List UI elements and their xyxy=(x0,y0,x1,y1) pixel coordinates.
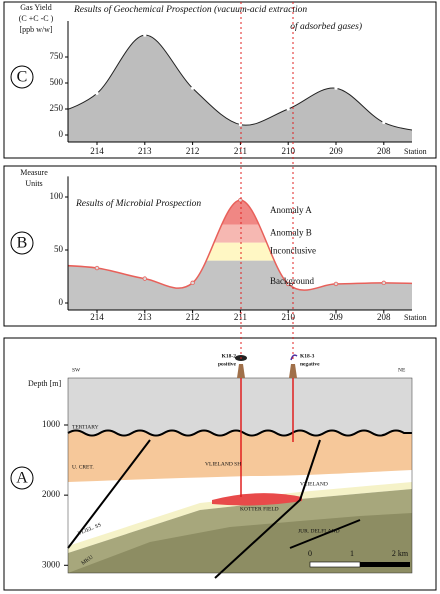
point xyxy=(94,265,100,271)
scale-label: 2 km xyxy=(392,549,409,558)
point xyxy=(142,276,147,281)
well-result: negative xyxy=(300,361,320,367)
y-tick-label: 50 xyxy=(54,244,64,254)
point xyxy=(143,33,147,37)
panel-badge xyxy=(10,231,34,255)
panel-letter: A xyxy=(16,470,28,487)
scale-label: 1 xyxy=(350,549,354,558)
chart-title: of adsorbed gases) xyxy=(290,21,362,32)
point xyxy=(286,107,290,111)
point xyxy=(238,197,243,203)
scale-label: 0 xyxy=(308,549,312,558)
plot-area xyxy=(68,197,412,310)
point xyxy=(238,123,242,127)
fault xyxy=(67,439,361,579)
panel-frame xyxy=(3,337,437,591)
chart-title: Results of Geochemical Prospection (vacu… xyxy=(73,4,307,15)
panel-frame xyxy=(3,1,437,159)
panel-letter: C xyxy=(17,69,28,86)
point xyxy=(190,280,195,286)
chart-title: Results of Microbial Prospection xyxy=(75,198,201,209)
unit-label: JUR. DELFLAND xyxy=(298,528,340,534)
well-result: positive xyxy=(218,361,237,367)
x-tick-label: 214 xyxy=(90,146,104,156)
panel-frame xyxy=(3,165,437,327)
point xyxy=(333,281,339,287)
y-tick-label: 0 xyxy=(59,297,64,307)
band xyxy=(68,224,412,243)
x-axis-title: Station xyxy=(404,147,427,156)
well-name: K18-2 xyxy=(222,353,237,359)
x-axis-title: Station xyxy=(404,313,427,322)
x-tick-label: 210 xyxy=(281,312,295,322)
panel-letter: B xyxy=(17,235,28,252)
y-tick-label: 500 xyxy=(50,77,64,87)
x-tick-label: 213 xyxy=(138,312,152,322)
band xyxy=(68,200,412,225)
band xyxy=(68,260,412,310)
depth-tick-label: 1000 xyxy=(42,419,61,429)
cretaceous-layer xyxy=(68,430,412,482)
unit-label: KOTTER FIELD xyxy=(240,506,279,512)
well-signal xyxy=(290,354,298,361)
point xyxy=(95,91,99,95)
well-name: K18-3 xyxy=(300,353,315,359)
bands xyxy=(68,200,412,310)
band xyxy=(68,242,412,261)
depth-tick-label: 2000 xyxy=(42,489,61,499)
cross-section xyxy=(67,354,413,579)
point xyxy=(191,86,195,90)
point xyxy=(334,86,338,90)
plot-area xyxy=(68,33,412,142)
direction-label: SW xyxy=(72,367,81,373)
basement-layer xyxy=(68,513,412,573)
y-tick-label: 750 xyxy=(50,51,64,61)
band-label: Anomaly A xyxy=(270,205,312,215)
band-label: Anomaly B xyxy=(270,228,312,238)
axis-title: Units xyxy=(25,179,42,188)
x-tick-label: 212 xyxy=(186,312,200,322)
scale-bar xyxy=(360,562,410,567)
unit-label: U. CRET. xyxy=(72,464,94,470)
panel-badge xyxy=(10,65,34,89)
x-tick-label: 209 xyxy=(329,312,343,322)
well-derrick xyxy=(289,364,297,378)
axis-title: Measure xyxy=(20,168,48,177)
unit-label: VLIELAND xyxy=(300,481,328,487)
point xyxy=(382,120,386,125)
x-tick-label: 208 xyxy=(377,146,391,156)
kotter-field xyxy=(212,493,302,506)
x-tick-label: 211 xyxy=(234,146,247,156)
unit-label: TERTIARY xyxy=(72,424,99,430)
x-tick-label: 213 xyxy=(138,146,152,156)
x-tick-label: 208 xyxy=(377,312,391,322)
direction-label: NE xyxy=(398,367,406,373)
x-tick-label: 210 xyxy=(281,146,295,156)
well-derrick xyxy=(237,364,245,378)
axis-title: Depth [m] xyxy=(28,379,61,388)
y-tick-label: 250 xyxy=(50,103,64,113)
x-tick-label: 214 xyxy=(90,312,104,322)
band-label: Background xyxy=(270,276,314,286)
y-tick-label: 100 xyxy=(50,191,64,201)
unconformity xyxy=(67,429,412,437)
panel-badge xyxy=(10,466,34,490)
y-tick-label: 0 xyxy=(59,129,64,139)
x-tick-label: 209 xyxy=(329,146,343,156)
axis-title: [ppb w/w] xyxy=(19,25,52,34)
scale-bar xyxy=(309,561,361,568)
tertiary-layer xyxy=(68,378,412,434)
axis-title: (C +C -C ) xyxy=(19,14,54,23)
x-tick-label: 211 xyxy=(234,312,247,322)
depth-tick-label: 3000 xyxy=(42,559,61,569)
sandstone-layer xyxy=(68,482,412,553)
point xyxy=(381,280,386,286)
x-tick-label: 212 xyxy=(186,146,200,156)
point xyxy=(286,281,291,287)
band-label: Inconclusive xyxy=(270,246,316,256)
axis-title: Gas Yield xyxy=(20,3,51,12)
unit-label: VLIELAND SH xyxy=(205,461,241,467)
